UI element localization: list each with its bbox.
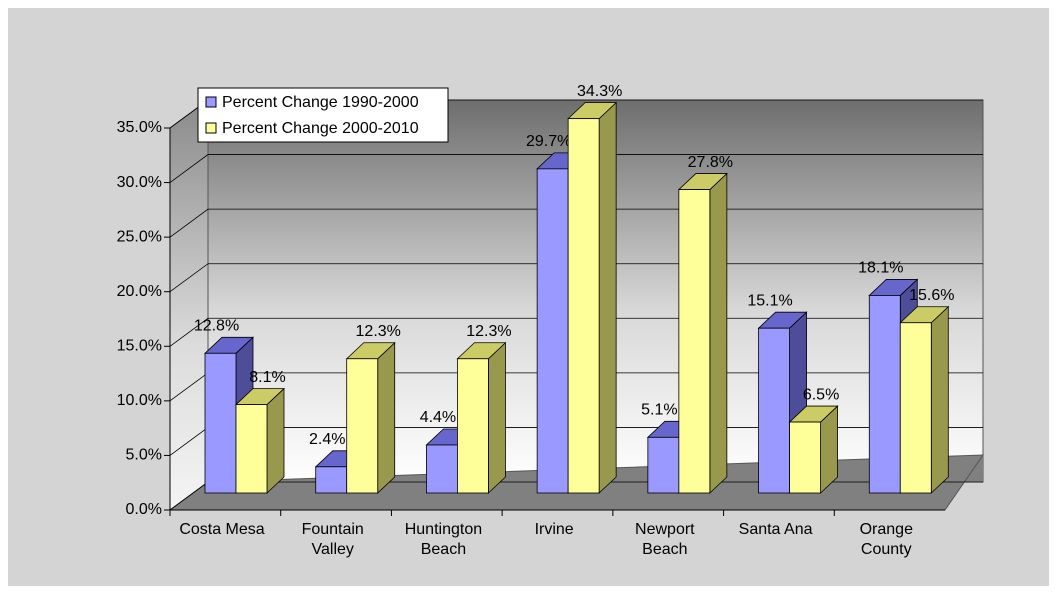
legend-label: Percent Change 2000-2010	[222, 120, 419, 137]
bar	[899, 322, 932, 494]
bar-side	[598, 101, 617, 494]
y-tick-label: 10.0%	[117, 392, 162, 409]
y-tick-label: 30.0%	[117, 174, 162, 191]
bar-side	[377, 341, 396, 494]
bar	[457, 358, 489, 494]
bar	[426, 444, 458, 494]
bar	[758, 327, 790, 494]
y-tick-label: 20.0%	[117, 283, 162, 300]
value-label: 12.3%	[356, 323, 401, 340]
value-label: 29.7%	[526, 133, 571, 150]
bar-side	[488, 341, 506, 494]
bar	[647, 436, 680, 494]
value-label: 8.1%	[249, 369, 285, 386]
x-tick-label: Costa Mesa	[179, 521, 265, 538]
x-tick-label: Orange County	[859, 521, 913, 558]
bar	[346, 358, 379, 494]
bar	[315, 466, 348, 494]
value-label: 12.8%	[194, 318, 239, 335]
value-label: 18.1%	[858, 260, 903, 277]
bar	[868, 295, 901, 494]
legend-label: Percent Change 1990-2000	[222, 94, 419, 111]
x-tick-label: Newport Beach	[635, 521, 695, 558]
value-label: 15.1%	[747, 292, 792, 309]
value-label: 4.4%	[420, 409, 456, 426]
value-label: 6.5%	[803, 386, 839, 403]
bar-side	[266, 387, 285, 494]
value-label: 27.8%	[688, 154, 733, 171]
bar	[204, 352, 237, 494]
y-tick-label: 0.0%	[126, 501, 162, 518]
bar	[567, 118, 600, 494]
x-tick-label: Irvine	[534, 521, 574, 538]
bar	[789, 421, 821, 494]
legend-box	[197, 87, 449, 143]
x-tick-label: Huntington Beach	[404, 521, 483, 558]
legend-swatch	[205, 122, 217, 134]
bar-side	[930, 305, 949, 494]
bar	[536, 168, 569, 494]
bar-side	[709, 172, 728, 494]
x-tick-label: Santa Ana	[738, 521, 813, 538]
value-label: 2.4%	[309, 431, 345, 448]
bar	[678, 189, 711, 494]
y-tick-label: 15.0%	[117, 338, 162, 355]
grid-line	[169, 154, 983, 183]
x-tick-label: Fountain Valley	[301, 521, 364, 558]
value-label: 12.3%	[466, 323, 511, 340]
bar	[235, 404, 268, 494]
side-wall	[169, 99, 209, 511]
value-label: 15.6%	[909, 287, 954, 304]
value-label: 34.3%	[577, 83, 622, 100]
legend-swatch	[205, 96, 217, 108]
value-label: 5.1%	[641, 402, 677, 419]
y-tick-label: 5.0%	[126, 447, 162, 464]
y-tick-label: 25.0%	[117, 228, 162, 245]
y-tick-label: 35.0%	[117, 119, 162, 136]
